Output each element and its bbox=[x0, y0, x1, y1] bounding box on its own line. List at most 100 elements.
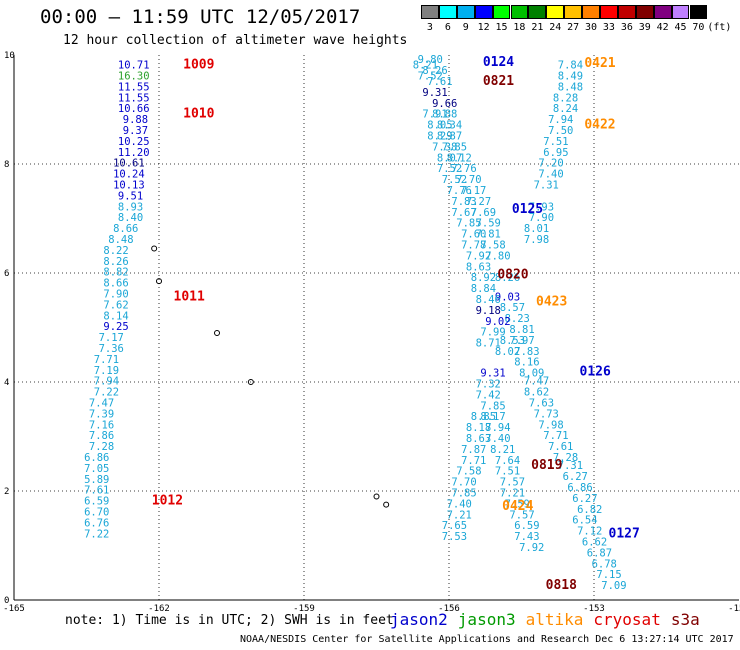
pass-label: 0422 bbox=[584, 118, 615, 133]
island-outline bbox=[156, 278, 162, 285]
colorbar-swatch bbox=[582, 5, 600, 19]
wave-height-value: 7.50 bbox=[548, 125, 573, 137]
wave-height-value: 7.71 bbox=[94, 354, 119, 366]
wave-height-value: 8.81 bbox=[509, 324, 534, 336]
wave-height-value: 7.40 bbox=[485, 433, 510, 445]
colorbar-label: 27 bbox=[567, 22, 580, 33]
wave-height-value: 7.15 bbox=[596, 569, 621, 581]
wave-height-value: 10.66 bbox=[118, 103, 150, 115]
legend-item-jason3: jason3 bbox=[457, 610, 516, 629]
wave-height-value: 5.89 bbox=[84, 474, 109, 486]
wave-height-value: 10.61 bbox=[113, 158, 145, 170]
y-tick-label: 2 bbox=[4, 487, 9, 497]
y-tick-label: 8 bbox=[4, 160, 9, 170]
wave-height-value: 7.67 bbox=[451, 207, 476, 219]
wave-height-value: 7.83 bbox=[514, 346, 539, 358]
wave-height-value: 7.09 bbox=[601, 580, 626, 592]
wave-height-value: 7.19 bbox=[94, 365, 119, 377]
colorbar-label: 45 bbox=[674, 22, 687, 33]
wave-height-value: 7.98 bbox=[524, 234, 549, 246]
colorbar-label: 3 bbox=[426, 22, 433, 33]
wave-height-value: 8.22 bbox=[103, 245, 128, 257]
wave-height-value: 6.76 bbox=[84, 517, 109, 529]
chart-title: 00:00 – 11:59 UTC 12/05/2017 bbox=[40, 6, 361, 28]
wave-height-value: 8.85 bbox=[471, 411, 496, 423]
pass-label: 0126 bbox=[580, 364, 611, 379]
wave-height-value: 6.54 bbox=[572, 515, 597, 527]
wave-height-value: 7.59 bbox=[505, 498, 530, 510]
wave-height-value: 8.14 bbox=[103, 310, 128, 322]
colorbar-label: 33 bbox=[602, 22, 615, 33]
wave-height-value: 6.95 bbox=[543, 147, 568, 159]
colorbar-swatch bbox=[600, 5, 618, 19]
wave-height-value: 7.62 bbox=[103, 299, 128, 311]
wave-height-value: 7.98 bbox=[538, 419, 563, 431]
wave-height-value: 8.16 bbox=[514, 357, 539, 369]
wave-height-value: 11.55 bbox=[118, 92, 150, 104]
legend-item-jason2: jason2 bbox=[390, 610, 448, 629]
wave-height-value: 8.66 bbox=[103, 278, 128, 290]
wave-height-value: 7.38 bbox=[432, 141, 457, 153]
wave-height-value: 16.30 bbox=[118, 71, 150, 83]
wave-height-value: 7.70 bbox=[456, 174, 481, 186]
wave-height-value: 8.71 bbox=[476, 338, 501, 350]
colorbar-label: 12 bbox=[477, 22, 490, 33]
wave-height-value: 6.86 bbox=[84, 452, 109, 464]
colorbar-label: 36 bbox=[620, 22, 633, 33]
colorbar-swatch bbox=[635, 5, 654, 19]
wave-height-value: 8.28 bbox=[553, 92, 578, 104]
colorbar-swatch bbox=[689, 5, 708, 19]
x-tick-label: -159 bbox=[293, 604, 315, 614]
colorbar-swatch bbox=[546, 5, 565, 19]
wave-height-value: 7.20 bbox=[538, 158, 563, 170]
wave-height-value: 7.85 bbox=[442, 141, 467, 153]
wave-height-value: 7.69 bbox=[471, 207, 496, 219]
wave-height-value: 7.52 bbox=[418, 71, 443, 83]
pass-label: 1009 bbox=[183, 58, 214, 73]
wave-height-value: 7.39 bbox=[89, 408, 114, 420]
wave-height-value: 8.26 bbox=[495, 272, 520, 284]
chart-subtitle: 12 hour collection of altimeter wave hei… bbox=[63, 33, 408, 48]
wave-height-value: 9.37 bbox=[123, 125, 148, 137]
wave-height-value: 7.22 bbox=[84, 528, 109, 540]
colorbar-unit: (ft) bbox=[707, 22, 732, 33]
island-outline bbox=[373, 493, 380, 500]
colorbar-swatch bbox=[474, 5, 493, 19]
wave-height-value: 7.85 bbox=[451, 487, 476, 499]
wave-height-value: 7.85 bbox=[456, 218, 481, 230]
wave-height-value: 7.05 bbox=[84, 463, 109, 475]
wave-height-value: 7.83 bbox=[451, 196, 476, 208]
wave-height-value: 7.76 bbox=[451, 163, 476, 175]
wave-height-value: 6.59 bbox=[84, 496, 109, 508]
colorbar-label: 42 bbox=[656, 22, 669, 33]
wave-height-value: 8.24 bbox=[553, 103, 578, 115]
pass-label: 0421 bbox=[584, 56, 615, 71]
wave-height-value: 11.55 bbox=[118, 81, 150, 93]
wave-height-value: 7.94 bbox=[548, 114, 573, 126]
wave-height-value: 10.25 bbox=[118, 136, 150, 148]
pass-label: 1011 bbox=[174, 289, 205, 304]
wave-height-value: 7.52 bbox=[442, 174, 467, 186]
island-outline bbox=[383, 501, 390, 508]
x-tick-label: -156 bbox=[438, 604, 460, 614]
wave-height-value: 7.76 bbox=[447, 185, 472, 197]
pass-label: 0821 bbox=[483, 74, 514, 89]
wave-height-value: 7.97 bbox=[509, 335, 534, 347]
wave-height-value: 7.65 bbox=[442, 520, 467, 532]
note-text: note: 1) Time is in UTC; 2) SWH is in fe… bbox=[65, 613, 394, 628]
wave-height-value: 7.32 bbox=[476, 378, 501, 390]
wave-height-value: 7.71 bbox=[543, 430, 568, 442]
wave-height-value: 10.71 bbox=[118, 60, 150, 72]
wave-height-value: 7.27 bbox=[466, 196, 491, 208]
wave-height-value: 7.78 bbox=[461, 239, 486, 251]
island-outline bbox=[151, 245, 158, 252]
wave-height-value: 6.27 bbox=[572, 493, 597, 505]
wave-height-value: 7.58 bbox=[480, 239, 505, 251]
wave-height-value: 8.29 bbox=[427, 130, 452, 142]
wave-height-value: 7.81 bbox=[476, 229, 501, 241]
colorbar-label: 24 bbox=[549, 22, 562, 33]
wave-height-value: 8.21 bbox=[413, 60, 438, 72]
wave-height-value: 7.84 bbox=[558, 60, 583, 72]
pass-label: 0818 bbox=[546, 578, 577, 593]
wave-height-value: 9.66 bbox=[432, 98, 457, 110]
